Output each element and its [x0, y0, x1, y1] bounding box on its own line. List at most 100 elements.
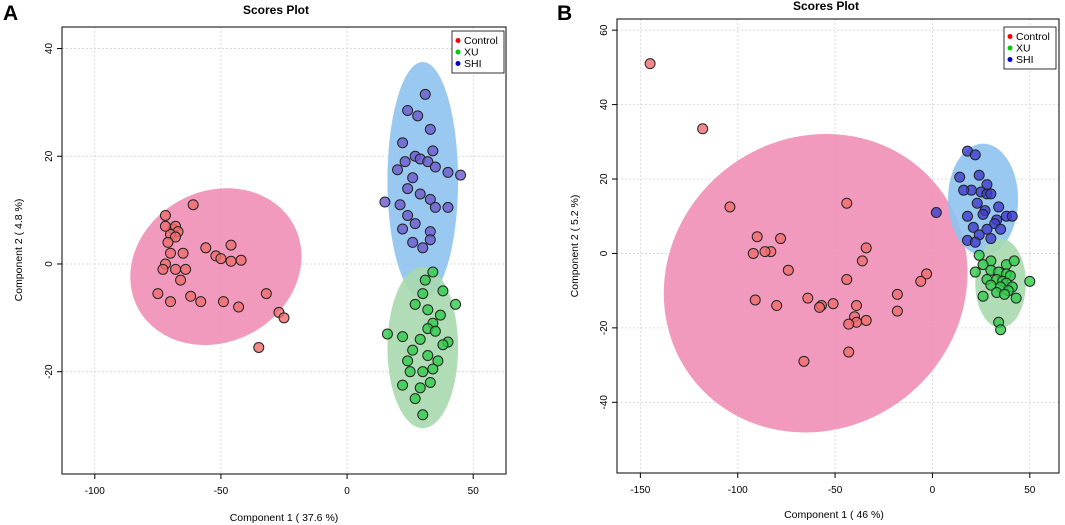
data-point-control [749, 294, 761, 306]
data-point-xu [434, 309, 446, 321]
confidence-ellipse-control [663, 133, 968, 433]
data-point-control [724, 201, 736, 213]
data-point-control [177, 247, 189, 259]
panel-a-legend-shi-marker [455, 61, 461, 66]
data-point-shi [995, 223, 1007, 235]
panel-b-legend-shi-marker [1007, 57, 1013, 62]
data-point-shi [993, 201, 1005, 213]
panel-b-letter: B [557, 2, 572, 25]
y-tick-label: -40 [599, 395, 610, 410]
data-point-control [170, 263, 182, 275]
data-point-xu [381, 328, 393, 340]
panel-b-legend: Control XU SHI [1003, 26, 1057, 70]
panel-a-ellipses [130, 62, 459, 429]
data-point-shi [427, 145, 439, 157]
data-point-shi [985, 188, 997, 200]
panel-b-title: Scores Plot [793, 0, 859, 13]
panel-a-legend-xu-marker [455, 49, 461, 55]
data-point-control [233, 301, 245, 313]
panel-b-legend-control: Control [1016, 31, 1050, 43]
data-point-control [775, 233, 787, 245]
panel-a-title: Scores Plot [243, 3, 309, 17]
data-point-xu [417, 366, 429, 378]
data-point-control [771, 300, 783, 312]
data-point-shi [424, 193, 436, 205]
panel-b-legend-xu-marker [1007, 45, 1013, 51]
data-point-control [152, 288, 164, 300]
data-point-shi [409, 218, 421, 230]
data-point-control [235, 254, 247, 266]
panel-b-x-ticks: -150 -100 -50 0 50 [630, 473, 1036, 496]
data-point-xu [450, 298, 462, 310]
data-point-shi [399, 156, 411, 168]
y-tick-label: 60 [599, 24, 610, 36]
panel-b-y-ticks: -40 -20 0 20 40 60 [599, 24, 617, 410]
data-point-xu [402, 355, 414, 367]
data-point-control [747, 247, 759, 259]
data-point-shi [969, 149, 981, 161]
data-point-control [159, 220, 171, 232]
data-point-control [860, 314, 872, 326]
confidence-ellipse-shi [387, 62, 459, 299]
panel-a-legend-box [451, 30, 505, 74]
data-point-shi [977, 208, 989, 220]
data-point-xu [429, 325, 441, 337]
data-point-control [843, 346, 855, 358]
panel-a-y-ticks: -20 0 20 40 [44, 43, 62, 379]
data-point-shi [379, 196, 391, 208]
data-point-xu [1008, 255, 1020, 267]
data-point-control [195, 296, 207, 308]
panel-a-x-axis-label: Component 1 ( 37.6 %) [230, 512, 339, 524]
data-point-control [921, 268, 933, 280]
data-point-shi [407, 172, 419, 184]
data-point-shi [412, 110, 424, 122]
data-point-shi [930, 207, 942, 219]
data-point-control [162, 236, 174, 248]
data-point-control [260, 288, 272, 300]
panel-a-legend-shi: SHI [464, 58, 482, 70]
panel-b-y-axis-label: Component 2 ( 5.2 %) [569, 195, 581, 298]
data-point-shi [397, 137, 409, 149]
data-point-shi [402, 104, 414, 116]
data-point-shi [419, 88, 431, 100]
data-point-control [814, 301, 826, 313]
data-point-xu [417, 409, 429, 421]
panel-a-points [152, 88, 467, 421]
data-point-control [798, 355, 810, 367]
data-point-control [253, 341, 265, 353]
data-point-control [217, 296, 229, 308]
data-point-shi [414, 188, 426, 200]
panel-b-ellipses [663, 133, 1026, 433]
panel-a-legend: Control XU SHI [451, 30, 505, 74]
data-point-control [841, 197, 853, 209]
y-tick-label: 0 [44, 261, 55, 267]
data-point-control [187, 199, 199, 211]
data-point-xu [437, 339, 449, 351]
data-point-control [802, 292, 814, 304]
data-point-control [827, 298, 839, 310]
data-point-xu [422, 350, 434, 362]
data-point-xu [427, 266, 439, 278]
data-point-control [891, 288, 903, 300]
data-point-control [164, 247, 176, 259]
data-point-xu [424, 376, 436, 388]
panel-b-x-axis-label: Component 1 ( 46 %) [784, 509, 884, 521]
data-point-shi [392, 164, 404, 176]
data-point-control [175, 274, 187, 286]
data-point-control [697, 123, 709, 135]
data-point-control [915, 275, 927, 287]
panel-b: B Scores Plot -150 -100 -50 0 50 -40 -20 0 20 40… [557, 0, 1060, 521]
y-tick-label: 20 [599, 173, 610, 185]
data-point-control [185, 290, 197, 302]
panel-a-x-ticks: -100 -50 0 50 [85, 474, 479, 497]
panel-a-plot-frame [61, 26, 507, 475]
data-point-control [215, 253, 227, 265]
y-tick-label: 40 [599, 99, 610, 111]
data-point-control [157, 263, 169, 275]
data-point-control [644, 58, 656, 70]
data-point-control [782, 264, 794, 276]
data-point-xu [977, 259, 989, 271]
data-point-shi [402, 183, 414, 195]
data-point-xu [973, 249, 985, 261]
